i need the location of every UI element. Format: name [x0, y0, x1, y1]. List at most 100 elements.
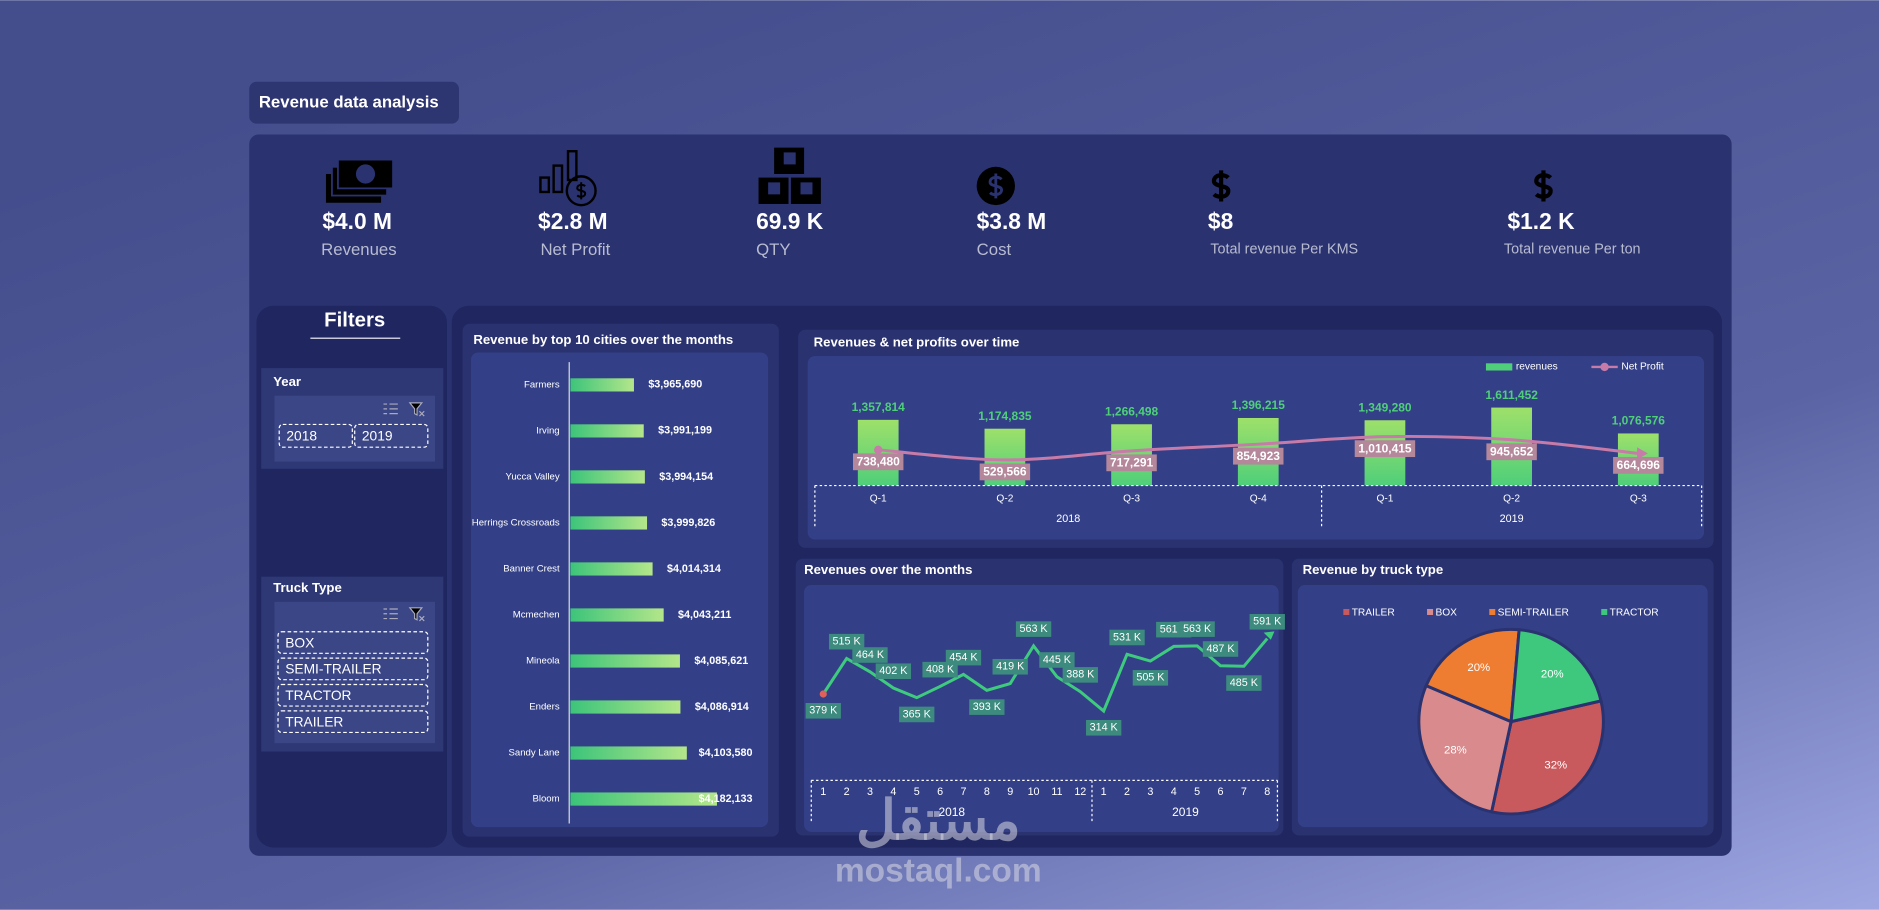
legend-label: SEMI-TRAILER [1498, 607, 1569, 618]
line-end-arrow [1263, 631, 1275, 640]
x-group-label: 2019 [1500, 513, 1524, 525]
line [878, 434, 1639, 462]
data-label: 1,396,215 [1232, 398, 1286, 412]
y-tick-label: Herrings Crossroads [472, 517, 560, 528]
x-tick-label: 8 [984, 786, 990, 798]
data-label: 854,923 [1237, 449, 1281, 463]
kpi-label: Total revenue Per ton [1504, 241, 1641, 257]
data-label: 1,010,415 [1358, 441, 1412, 455]
data-label: 419 K [996, 661, 1025, 673]
line-end-arrow [1637, 447, 1648, 460]
data-label-box [1249, 614, 1285, 630]
x-group-label: 2019 [1172, 805, 1199, 819]
data-label-box [945, 649, 982, 666]
kpi-value: 69.9 K [756, 208, 824, 234]
data-label: 664,696 [1617, 458, 1661, 472]
kpi-icon [1214, 170, 1228, 201]
data-label: 485 K [1230, 677, 1259, 689]
x-tick-label: 2 [1124, 786, 1130, 798]
x-tick-label: 1 [1101, 786, 1107, 798]
kpi-value: $4.0 M [322, 208, 392, 234]
x-tick-label: 7 [1241, 786, 1247, 798]
data-label-box [979, 463, 1031, 481]
y-tick-label: Sandy Lane [508, 748, 559, 759]
watermark-text: mostaql.com [835, 852, 1042, 889]
data-label-box [828, 633, 865, 650]
data-label-box [1202, 641, 1239, 657]
kpi-icon [988, 173, 1004, 199]
kpi-icon [1536, 170, 1550, 201]
x-tick-label: 10 [1028, 786, 1040, 798]
x-group-label: 2018 [1056, 513, 1080, 525]
slicer-tools[interactable] [383, 402, 425, 622]
data-label: 505 K [1136, 672, 1165, 684]
kpi-value: $8 [1208, 208, 1233, 234]
title-box [249, 81, 459, 124]
filter-option-label[interactable]: BOX [285, 635, 314, 650]
data-label-box [1109, 629, 1145, 646]
filter-option-label[interactable]: 2018 [286, 429, 317, 444]
data-label: $3,994,154 [659, 471, 713, 483]
x-tick-label: 7 [960, 786, 966, 798]
bar [570, 470, 645, 484]
data-label: 1,174,835 [978, 409, 1032, 423]
page-title: Revenue data analysis [259, 93, 439, 112]
legend-label: BOX [1435, 607, 1457, 618]
bar [570, 654, 680, 668]
filter-option-label[interactable]: TRAILER [285, 714, 343, 729]
data-label: 531 K [1113, 631, 1142, 643]
x-tick-label: 4 [1171, 786, 1177, 798]
x-tick-label: 12 [1074, 786, 1086, 798]
legend-swatch [1601, 608, 1608, 615]
data-label: $3,965,690 [648, 379, 702, 391]
legend-swatch [1343, 608, 1350, 615]
x-group-label: 2018 [938, 805, 965, 819]
data-label: 314 K [1090, 722, 1119, 734]
filter-option-label[interactable]: TRACTOR [285, 688, 351, 703]
filter-option[interactable] [354, 423, 429, 448]
y-tick-label: Enders [529, 702, 560, 713]
x-tick-label: Q-1 [870, 493, 887, 504]
bar [570, 424, 644, 438]
data-label: 408 K [926, 663, 955, 675]
slicer-title: Truck Type [273, 580, 342, 595]
data-label-box [1015, 621, 1052, 637]
bar [570, 792, 717, 806]
data-label-box [805, 702, 841, 719]
watermark-text: مستقل [856, 789, 1021, 851]
filter-option[interactable] [278, 423, 353, 448]
data-label: $4,086,914 [695, 701, 749, 713]
pie-slice [1509, 628, 1603, 724]
bar [570, 700, 681, 714]
x-tick-label: Q-3 [1123, 493, 1140, 504]
filter-option-label[interactable]: 2019 [362, 429, 393, 444]
data-label: 563 K [1183, 623, 1212, 635]
data-label-box [922, 661, 958, 678]
data-label-box [899, 706, 935, 723]
chart-title: Revenues over the months [804, 562, 972, 577]
data-label: $4,043,211 [678, 609, 731, 621]
x-tick-label: 3 [1147, 786, 1153, 798]
legend-swatch [1427, 608, 1434, 615]
data-label-box [1039, 652, 1075, 668]
data-label: 445 K [1043, 654, 1072, 666]
plot-area [470, 352, 769, 828]
data-label: 32% [1544, 760, 1567, 772]
legend-swatch [1485, 363, 1513, 371]
data-label-box [1354, 440, 1416, 458]
y-tick-label: Irving [536, 425, 559, 436]
data-label-box [1106, 454, 1157, 472]
x-tick-label: 9 [1007, 786, 1013, 798]
data-label-box [1062, 667, 1098, 683]
data-label: $4,182,133 [699, 793, 753, 805]
x-tick-label: Q-3 [1630, 493, 1647, 504]
data-label-box [992, 658, 1028, 675]
filter-option-label[interactable]: SEMI-TRAILER [285, 662, 381, 677]
data-label-box [1613, 456, 1664, 474]
kpi-icon [758, 147, 821, 204]
y-tick-label: Mineola [526, 656, 560, 667]
pie-slice [1489, 699, 1605, 816]
legend-label: Net Profit [1621, 362, 1664, 373]
legend-swatch [1489, 608, 1496, 615]
data-label: 454 K [949, 651, 978, 663]
